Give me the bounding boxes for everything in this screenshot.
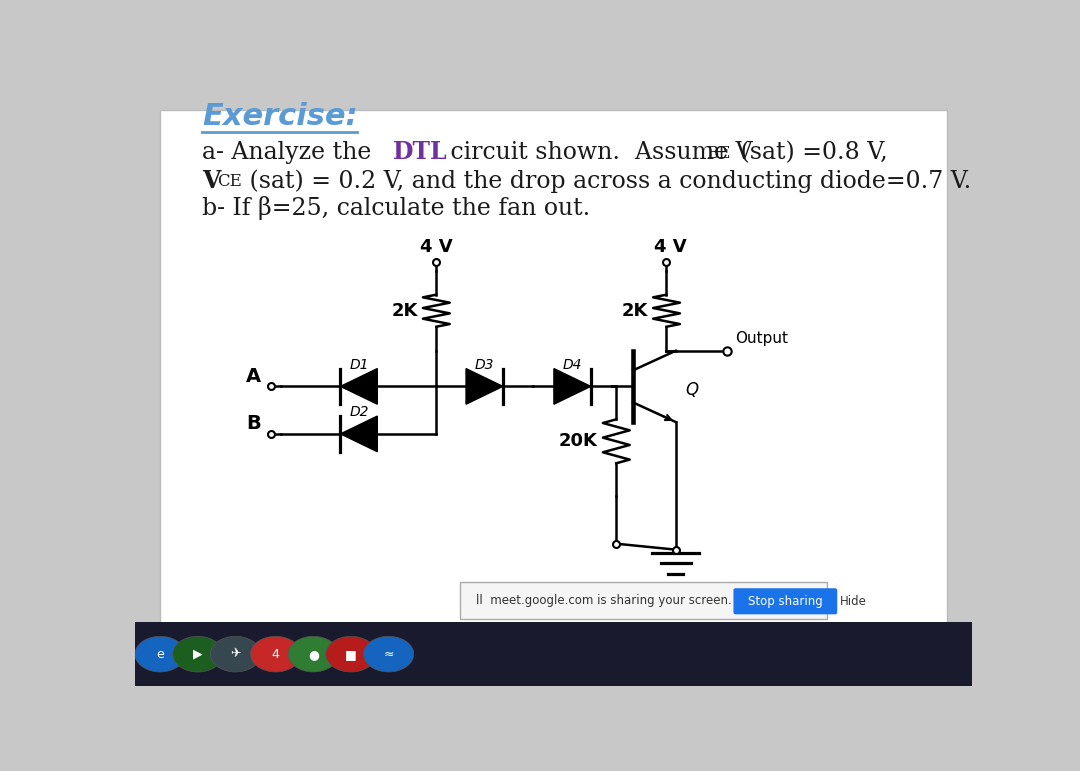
FancyBboxPatch shape [160,110,947,627]
Text: e: e [157,648,164,661]
Text: D3: D3 [475,358,495,372]
Circle shape [251,636,300,672]
FancyBboxPatch shape [460,582,827,619]
Polygon shape [340,369,377,404]
FancyBboxPatch shape [733,588,837,614]
Text: B: B [246,414,260,433]
Text: ll  meet.google.com is sharing your screen.: ll meet.google.com is sharing your scree… [476,594,732,608]
Polygon shape [554,369,591,404]
Text: (sat) = 0.2 V, and the drop across a conducting diode=0.7 V.: (sat) = 0.2 V, and the drop across a con… [242,169,971,193]
Text: Output: Output [735,331,788,346]
Text: D2: D2 [349,405,368,419]
Text: 4 V: 4 V [420,237,453,256]
Circle shape [364,636,414,672]
Text: 4: 4 [272,648,280,661]
Text: ≈: ≈ [383,648,394,661]
Text: Exercise:: Exercise: [202,103,357,131]
Circle shape [173,636,222,672]
Text: a- Analyze the: a- Analyze the [202,141,379,164]
Text: Q: Q [686,382,699,399]
Circle shape [135,636,186,672]
Text: ■: ■ [346,648,356,661]
Circle shape [326,636,376,672]
Polygon shape [340,416,377,452]
Circle shape [211,636,260,672]
Text: circuit shown.  Assume V: circuit shown. Assume V [443,141,753,164]
Text: (sat) =0.8 V,: (sat) =0.8 V, [733,141,888,164]
Text: A: A [245,367,260,386]
Text: 2K: 2K [622,301,648,320]
Text: BE: BE [706,145,730,162]
FancyBboxPatch shape [135,622,972,686]
Text: ●: ● [308,648,319,661]
Text: DTL: DTL [393,140,447,164]
Text: Hide: Hide [840,594,866,608]
Text: 2K: 2K [392,301,418,320]
Text: CE: CE [217,173,242,190]
Text: 20K: 20K [559,433,598,450]
Text: ✈: ✈ [230,648,241,661]
Circle shape [288,636,338,672]
Text: b- If β=25, calculate the fan out.: b- If β=25, calculate the fan out. [202,197,590,221]
Text: − 2 V: − 2 V [610,585,664,603]
Text: Stop sharing: Stop sharing [748,594,823,608]
Polygon shape [467,369,503,404]
Text: ▶: ▶ [193,648,203,661]
Text: 4 V: 4 V [654,237,687,256]
Text: V: V [202,169,220,193]
Text: D1: D1 [349,358,368,372]
Text: D4: D4 [563,358,582,372]
